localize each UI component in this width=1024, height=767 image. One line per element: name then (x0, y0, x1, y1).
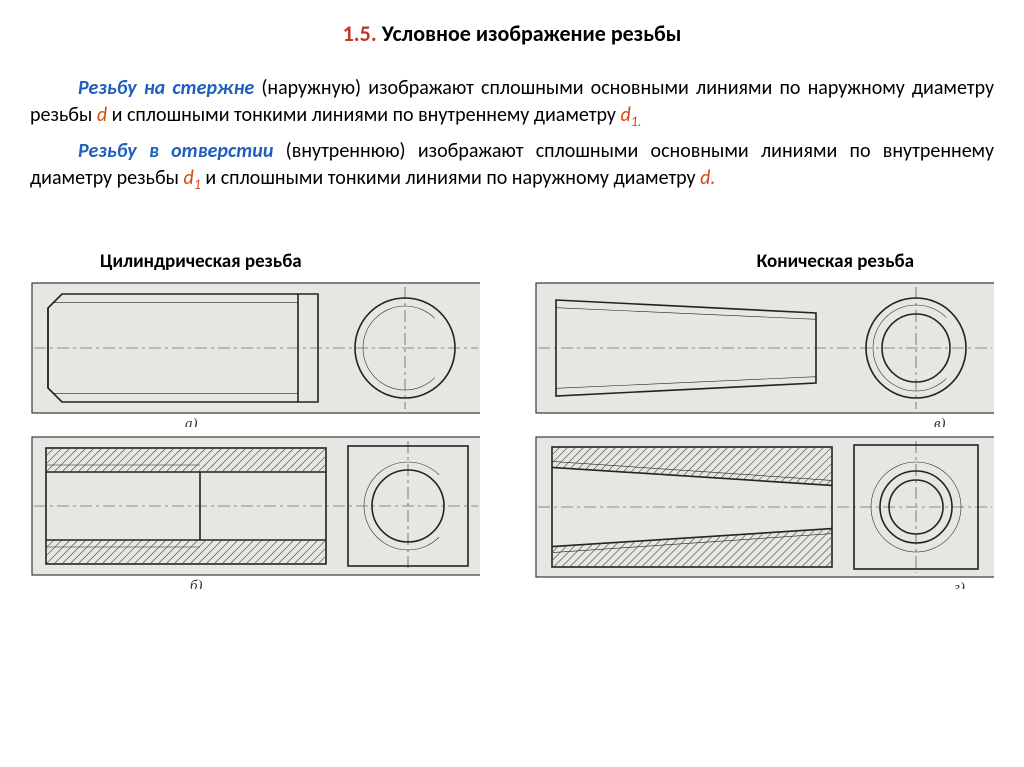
p2-d1: d1 (183, 166, 200, 190)
fig-cyl-int: б) (30, 433, 486, 589)
p1-d: d (97, 103, 107, 127)
p1-lead: Резьбу на стержне (78, 76, 254, 100)
p2-lead: Резьбу в отверстии (78, 139, 273, 163)
svg-text:в): в) (934, 416, 946, 427)
column-headings: Цилиндрическая резьба Коническая резьба (30, 250, 994, 273)
section-title: 1.5. Условное изображение резьбы (30, 20, 994, 47)
title-text: Условное изображение резьбы (382, 20, 682, 47)
heading-right: Коническая резьба (757, 250, 914, 273)
title-number: 1.5. (343, 20, 377, 47)
paragraph-1: Резьбу на стержне (наружную) изображают … (30, 75, 994, 132)
heading-left: Цилиндрическая резьба (100, 250, 302, 273)
paragraph-2: Резьбу в отверстии (внутреннюю) изобража… (30, 138, 994, 195)
fig-con-int: г) (534, 433, 994, 589)
p2-d: d. (700, 166, 715, 190)
p2-mid2: и сплошными тонкими линиями по наружному… (201, 166, 700, 190)
svg-text:а): а) (185, 416, 198, 427)
svg-text:г): г) (954, 580, 965, 589)
figure-row-1: а) в) (30, 279, 994, 427)
figure-row-2: б) г) (30, 433, 994, 589)
p1-mid2: и сплошными тонкими линиями по внутренне… (107, 103, 620, 127)
p1-d1: d1. (620, 103, 641, 127)
svg-text:б): б) (190, 578, 203, 589)
fig-cyl-ext: а) (30, 279, 486, 427)
fig-con-ext: в) (534, 279, 994, 427)
